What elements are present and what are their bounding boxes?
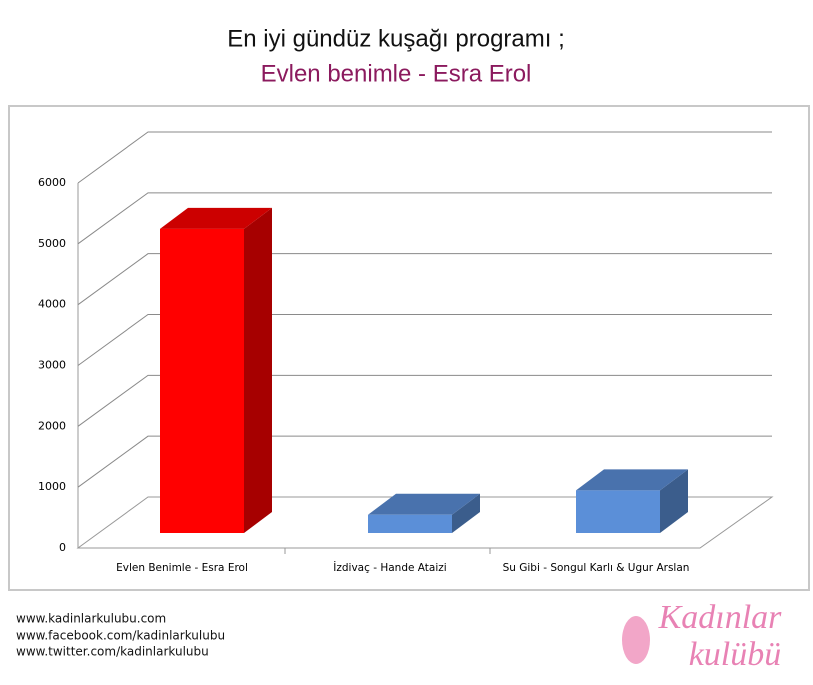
y-tick-label: 1000 [38,480,66,493]
grid-line [77,253,772,306]
grid-line [77,435,772,488]
chart-title: En iyi gündüz kuşağı programı ; [227,25,565,52]
grid-line [77,131,772,184]
bar-side [452,493,480,533]
x-tick-label: İzdivaç - Hande Ataizi [333,561,446,574]
x-tick-label: Evlen Benimle - Esra Erol [116,562,248,574]
bar [368,514,452,533]
bar [576,490,660,533]
bar-top [368,493,480,515]
grid-line [77,374,772,427]
bar-top [160,207,272,229]
y-tick-label: 5000 [38,237,66,250]
x-tick-label: Su Gibi - Songul Karlı & Ugur Arslan [503,562,690,574]
y-tick-label: 4000 [38,298,66,311]
bar [160,228,244,534]
bar-side [660,469,688,533]
logo-text: Kadınlar [658,599,783,636]
logo-icon [622,616,650,664]
bar-side [244,207,272,534]
floor [76,496,774,549]
grid-line [77,192,772,245]
y-tick-label: 0 [59,541,66,554]
footer-link: www.facebook.com/kadinlarkulubu [16,629,225,643]
y-tick-label: 2000 [38,419,66,432]
logo-text: kulübü [689,636,782,673]
bar-top [576,469,688,491]
y-tick-label: 3000 [38,359,66,372]
chart-subtitle: Evlen benimle - Esra Erol [261,60,532,87]
grid-line [77,314,772,366]
footer-link: www.kadinlarkulubu.com [16,612,166,626]
footer-link: www.twitter.com/kadinlarkulubu [16,645,209,659]
y-tick-label: 6000 [38,176,66,189]
